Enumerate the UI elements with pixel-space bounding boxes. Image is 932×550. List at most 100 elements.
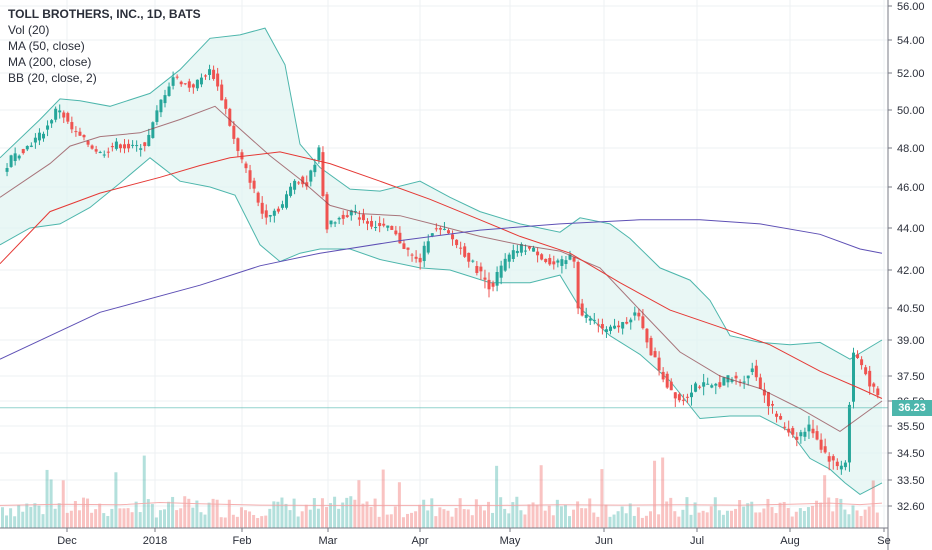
- candle-body: [843, 462, 847, 468]
- volume-bar: [45, 469, 49, 528]
- volume-bar: [268, 508, 272, 528]
- volume-bar: [312, 498, 316, 528]
- volume-bar: [596, 516, 600, 528]
- candle-body: [268, 215, 272, 217]
- volume-bar: [446, 510, 450, 528]
- volume-bar: [82, 497, 85, 528]
- volume-bar: [673, 511, 677, 528]
- volume-bar: [782, 501, 786, 528]
- candle-body: [402, 243, 406, 249]
- price-tick-label: 50.00: [897, 105, 925, 117]
- candle-body: [317, 147, 321, 161]
- volume-bar: [527, 504, 531, 528]
- candle-body: [289, 186, 293, 196]
- candle-body: [811, 428, 815, 434]
- volume-bar: [851, 505, 855, 528]
- candle-body: [321, 152, 325, 197]
- volume-bar: [482, 510, 486, 528]
- candle-body: [114, 141, 118, 149]
- price-tick-label: 52.00: [897, 68, 925, 80]
- candle-body: [532, 247, 536, 252]
- candle-body: [293, 180, 297, 190]
- candle-body: [876, 388, 880, 396]
- candle-body: [305, 182, 309, 187]
- candle-body: [495, 272, 499, 286]
- candle-body: [823, 446, 827, 453]
- candle-body: [123, 144, 126, 149]
- volume-bar: [859, 515, 863, 528]
- volume-bar: [770, 507, 774, 528]
- candle-body: [414, 256, 418, 259]
- volume-bar: [867, 506, 871, 528]
- candle-body: [544, 258, 548, 262]
- volume-bar: [762, 508, 766, 528]
- candle-body: [9, 155, 13, 167]
- candle-body: [677, 394, 681, 401]
- candle-body: [588, 318, 592, 321]
- volume-bar: [163, 509, 166, 528]
- candle-body: [503, 258, 507, 271]
- volume-bar: [746, 503, 750, 528]
- volume-bar: [73, 500, 77, 528]
- volume-bar: [276, 501, 280, 528]
- candle-body: [370, 220, 374, 227]
- legend-bb: BB (20, close, 2): [8, 71, 97, 85]
- candle-body: [685, 396, 689, 398]
- volume-bar: [491, 512, 495, 528]
- candle-body: [410, 254, 414, 256]
- candle-body: [451, 234, 455, 240]
- volume-bar: [681, 509, 685, 528]
- volume-bar: [171, 496, 175, 528]
- price-tick-label: 48.00: [897, 143, 925, 155]
- volume-bar: [231, 514, 235, 528]
- candle-body: [572, 257, 576, 262]
- volume-bar: [150, 503, 154, 528]
- volume-bar: [256, 517, 260, 528]
- volume-bar: [219, 517, 223, 528]
- volume-bar: [33, 503, 37, 528]
- candle-body: [66, 113, 70, 122]
- volume-bar: [742, 506, 746, 528]
- candle-body: [694, 383, 698, 392]
- volume-bar: [474, 499, 478, 528]
- candle-body: [617, 325, 621, 328]
- volume-bar: [361, 503, 365, 528]
- volume-bar: [721, 514, 725, 528]
- candle-body: [783, 426, 787, 428]
- candle-body: [386, 225, 390, 228]
- candle-body: [82, 135, 86, 138]
- volume-bar: [592, 512, 596, 528]
- volume-bars: [0, 455, 883, 528]
- volume-bar: [806, 507, 810, 528]
- candle-body: [406, 247, 410, 250]
- candle-body: [511, 250, 515, 259]
- candle-body: [633, 312, 637, 316]
- candle-body: [552, 261, 556, 265]
- candle-body: [787, 428, 791, 433]
- price-tick-label: 34.50: [897, 448, 925, 460]
- candle-body: [118, 144, 122, 149]
- price-tick-label: 46.00: [897, 182, 925, 194]
- candle-body: [382, 223, 386, 226]
- volume-bar: [272, 501, 276, 528]
- volume-bar: [608, 516, 612, 528]
- candle-body: [398, 232, 402, 244]
- candle-body: [839, 465, 843, 470]
- volume-bar: [819, 502, 823, 528]
- volume-bar: [264, 515, 268, 528]
- candle-body: [702, 382, 706, 387]
- candle-body: [29, 145, 33, 147]
- candle-body: [722, 377, 726, 386]
- volume-bar: [426, 510, 430, 528]
- legend-ma50: MA (50, close): [8, 39, 85, 53]
- candle-body: [491, 282, 495, 287]
- candle-body: [653, 351, 657, 358]
- volume-bar: [750, 501, 754, 528]
- bb-basis-line: [0, 105, 883, 432]
- ma200-line: [0, 219, 883, 360]
- volume-bar: [207, 502, 211, 528]
- candle-body: [224, 99, 228, 109]
- candle-body: [325, 194, 329, 230]
- volume-bar: [373, 498, 377, 528]
- volume-bar: [616, 511, 620, 528]
